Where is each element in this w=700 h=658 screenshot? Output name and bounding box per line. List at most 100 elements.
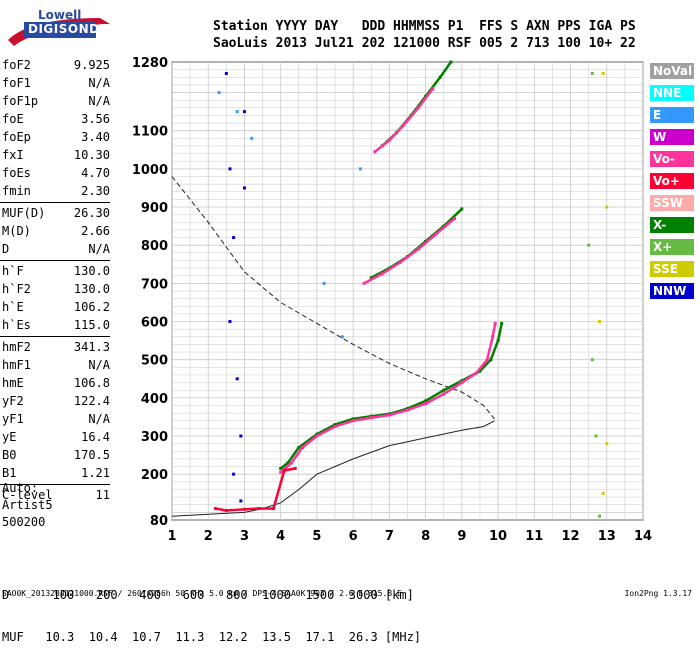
parameter-value: N/A [88,242,110,256]
x-tick-label: 10 [489,529,507,544]
parameter-label: foEp [2,130,31,144]
echo-trace [244,507,260,511]
echo-point [500,321,504,325]
echo-trace [352,416,372,422]
echo-trace [475,358,489,374]
echo-point [598,320,602,324]
parameter-label: h`Es [2,318,31,332]
echo-trace [461,372,478,384]
parameter-label: B1 [2,466,17,480]
echo-trace [279,461,293,474]
echo-trace [443,381,463,396]
echo-point [598,514,602,518]
parameter-label: C-level [2,488,53,502]
echo-point [242,110,246,114]
legend-item: W [650,129,694,145]
parameter-row: h`F 130.0 [0,262,110,280]
parameter-value: 130.0 [73,282,110,296]
density-profile-dashed [171,176,495,420]
y-tick-label: 900 [141,201,168,216]
echo-point [242,186,246,190]
polarization-legend: NoVal NNE E W Vo- Vo+ SSW X- X+ SSE NNW [650,63,694,305]
echo-trace [399,248,420,264]
parameter-value: 341.3 [73,340,110,354]
parameter-label: MUF(D) [2,206,46,220]
echo-point [601,491,605,495]
echo-trace [402,106,420,126]
echo-trace [352,414,372,421]
parameter-label: fmin [2,184,31,198]
echo-trace [316,425,336,438]
echo-trace [334,417,354,426]
echo-trace [286,446,300,464]
echo-trace [298,433,318,449]
parameter-row: foE 3.56 [0,110,110,128]
legend-item: SSW [650,195,694,211]
y-tick-label: 800 [141,239,168,254]
echo-point [449,60,453,64]
muf-distance-table: D 100 200 400 600 800 1000 1500 3000 [km… [2,560,421,658]
parameter-value: 10.30 [73,148,110,162]
parameter-value: 122.4 [73,394,110,408]
echo-point [235,110,239,114]
echo-point [232,236,236,240]
parameter-row: D N/A [0,240,110,258]
echo-trace [442,208,463,228]
parameter-row: h`E 106.2 [0,298,110,316]
y-tick-label: 1280 [132,56,168,71]
parameter-value: 4.70 [81,166,110,180]
legend-item: X+ [650,239,694,255]
echo-point [224,71,228,75]
parameter-value: 16.4 [81,430,110,444]
echo-trace [215,507,227,512]
digisonde-logo: Lowell DIGISONDE [0,0,170,52]
parameter-label: hmE [2,376,24,390]
x-tick-label: 7 [385,529,394,544]
legend-item: NNE [650,85,694,101]
x-tick-label: 13 [598,529,616,544]
echo-point [232,472,236,476]
echo-point [460,207,464,211]
y-tick-label: 600 [141,316,168,331]
parameter-row: MUF(D) 26.30 [0,204,110,222]
legend-item: E [650,107,694,123]
echo-point [590,358,594,362]
parameter-value: 1.21 [81,466,110,480]
echo-trace [407,399,427,410]
parameter-value: 26.30 [73,206,110,220]
echo-point [493,321,497,325]
parameter-row: foEp 3.40 [0,128,110,146]
parameter-value: 3.40 [81,130,110,144]
echo-trace [334,419,354,428]
echo-trace [417,232,438,250]
echo-point [601,71,605,75]
parameter-label: foF2 [2,58,31,72]
echo-point [587,243,591,247]
parameter-label: B0 [2,448,17,462]
y-tick-label: 500 [141,354,168,369]
echo-point [340,335,344,339]
parameter-label: yE [2,430,17,444]
echo-trace [272,470,286,509]
echo-point [431,87,435,91]
artist-version: Artist5 [2,498,53,512]
parameter-value: 2.30 [81,184,110,198]
parameter-row: B0 170.5 [0,446,110,464]
parameter-label: D [2,242,10,256]
echo-point [293,466,297,470]
echo-point [322,281,326,285]
echo-point [250,136,254,140]
legend-item: Vo- [650,151,694,167]
parameter-label: foF1p [2,94,39,108]
ionogram-header: Station YYYY DAY DDD HHMMSS P1 FFS S AXN… [213,18,636,52]
x-tick-label: 2 [204,529,213,544]
echo-point [228,320,232,324]
echo-trace [407,402,427,412]
echo-point [235,377,239,381]
echo-point [228,167,232,171]
echo-point [594,434,598,438]
x-tick-label: 14 [634,529,652,544]
parameter-row: fxI 10.30 [0,146,110,164]
software-version: Ion2Png 1.3.17 [624,589,692,598]
y-tick-label: 1100 [132,125,168,140]
